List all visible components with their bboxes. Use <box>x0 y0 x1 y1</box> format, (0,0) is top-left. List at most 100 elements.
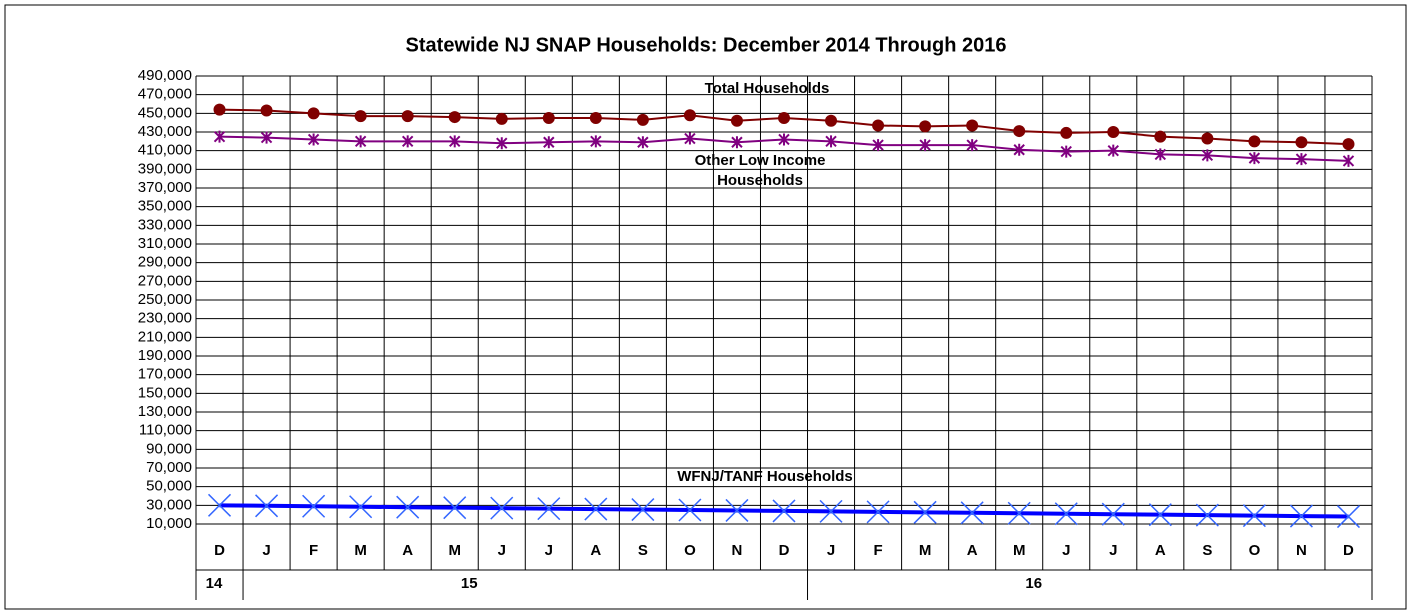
marker <box>1107 126 1120 138</box>
y-tick-label: 110,000 <box>139 422 192 439</box>
y-tick-label: 170,000 <box>138 366 192 383</box>
x-tick-label: A <box>967 542 978 559</box>
y-tick-label: 70,000 <box>146 459 192 476</box>
x-tick-label: N <box>732 542 743 559</box>
y-tick-label: 290,000 <box>138 254 192 271</box>
y-tick-label: 430,000 <box>138 123 192 140</box>
y-tick-label: 270,000 <box>138 272 192 289</box>
marker <box>449 135 461 148</box>
y-tick-label: 230,000 <box>138 310 192 327</box>
marker <box>349 495 373 519</box>
marker <box>631 498 655 522</box>
marker <box>1154 148 1167 161</box>
marker <box>255 494 279 518</box>
marker <box>1007 501 1031 525</box>
marker <box>537 497 561 521</box>
chart-border <box>4 4 1407 610</box>
marker <box>589 112 602 124</box>
marker <box>819 499 843 523</box>
marker <box>1101 502 1125 526</box>
marker <box>1295 136 1308 149</box>
marker <box>1342 138 1355 151</box>
y-tick-label: 450,000 <box>138 104 192 121</box>
y-tick-label: 50,000 <box>146 478 192 495</box>
series-label: Other Low Income Households <box>694 152 826 189</box>
marker <box>778 112 790 124</box>
x-tick-label: F <box>309 542 318 559</box>
y-tick-label: 330,000 <box>138 216 192 233</box>
marker <box>1248 135 1261 148</box>
y-tick-label: 30,000 <box>146 496 192 513</box>
y-tick-label: 490,000 <box>138 67 192 84</box>
x-tick-label: M <box>448 542 461 559</box>
marker <box>683 109 696 122</box>
x-tick-label: J <box>262 542 270 559</box>
y-tick-label: 470,000 <box>138 86 192 103</box>
marker <box>778 133 790 146</box>
series-label: WFNJ/TANF Households <box>677 468 853 485</box>
marker <box>213 103 226 116</box>
x-tick-label: S <box>1202 542 1212 559</box>
marker <box>731 136 743 149</box>
y-tick-label: 210,000 <box>138 328 192 345</box>
marker <box>1054 502 1078 526</box>
marker <box>496 137 508 150</box>
x-tick-label: S <box>638 542 648 559</box>
marker <box>684 132 696 145</box>
marker <box>872 139 884 152</box>
marker <box>1013 143 1025 156</box>
marker <box>495 112 508 125</box>
x-tick-label: A <box>402 542 413 559</box>
marker <box>1295 153 1308 166</box>
marker <box>825 114 838 127</box>
x-tick-label: D <box>779 542 790 559</box>
y-tick-label: 190,000 <box>138 347 192 364</box>
x-tick-label: O <box>1249 542 1261 559</box>
marker <box>919 120 932 133</box>
marker <box>636 113 649 126</box>
marker <box>1148 503 1172 527</box>
marker <box>443 496 467 520</box>
y-tick-label: 410,000 <box>138 142 192 159</box>
x-tick-label: A <box>590 542 601 559</box>
marker <box>354 135 367 148</box>
x-tick-label: O <box>684 542 696 559</box>
y-tick-label: 10,000 <box>146 515 192 532</box>
marker <box>678 498 702 522</box>
x-tick-label: M <box>919 542 932 559</box>
y-tick-label: 130,000 <box>138 403 192 420</box>
marker <box>1107 144 1119 157</box>
marker <box>1195 503 1219 527</box>
x-tick-label: J <box>545 542 553 559</box>
marker <box>307 107 320 120</box>
marker <box>637 136 649 149</box>
marker <box>1201 132 1214 145</box>
marker <box>919 139 931 152</box>
marker <box>542 112 555 124</box>
marker <box>302 494 326 518</box>
x-tick-label: D <box>1343 542 1354 559</box>
marker <box>1013 125 1026 138</box>
series-label: Total Households <box>704 80 830 97</box>
y-tick-label: 150,000 <box>138 384 192 401</box>
marker <box>825 135 837 148</box>
marker <box>966 139 978 152</box>
y-tick-label: 90,000 <box>146 440 192 457</box>
y-tick-label: 390,000 <box>138 160 192 177</box>
marker <box>260 131 273 144</box>
x-tick-label: D <box>214 542 225 559</box>
x-tick-label: A <box>1155 542 1166 559</box>
marker <box>966 119 979 132</box>
marker <box>448 111 461 124</box>
year-label: 15 <box>461 575 478 592</box>
x-tick-label: M <box>1013 542 1026 559</box>
y-tick-label: 310,000 <box>138 235 192 252</box>
marker <box>1154 130 1167 143</box>
y-tick-label: 250,000 <box>138 291 192 308</box>
year-label: 14 <box>206 575 223 592</box>
marker <box>401 135 414 148</box>
chart-title: Statewide NJ SNAP Households: December 2… <box>406 34 1007 56</box>
marker <box>354 110 367 123</box>
x-tick-label: J <box>1062 542 1070 559</box>
marker <box>307 133 320 146</box>
